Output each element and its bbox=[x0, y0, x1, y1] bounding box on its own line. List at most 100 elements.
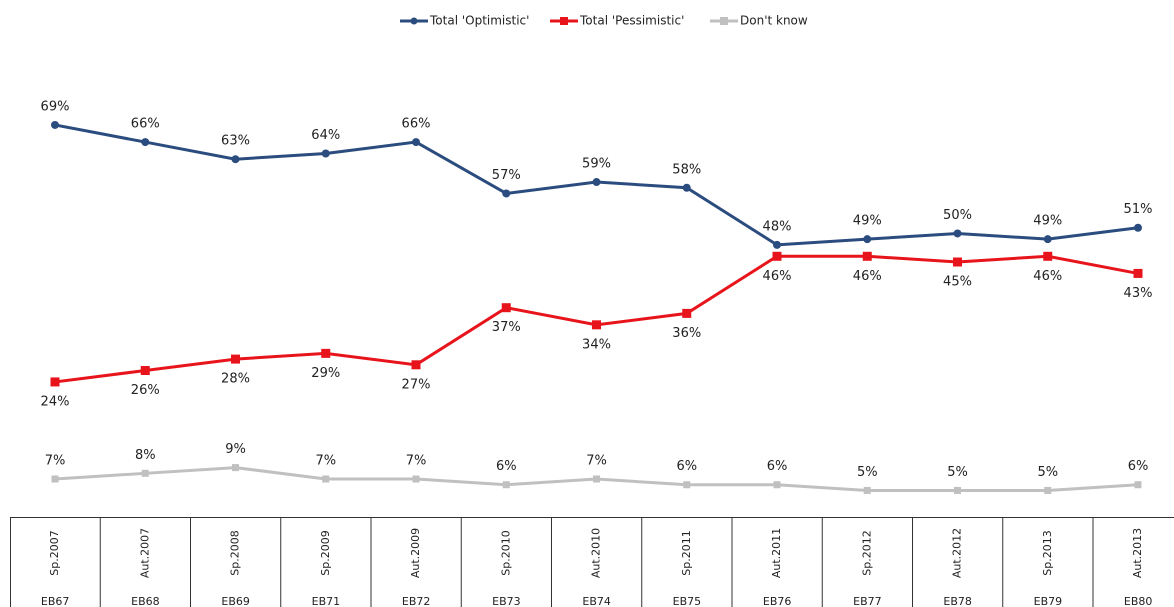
data-label: 46% bbox=[1033, 269, 1062, 284]
data-label: 48% bbox=[763, 219, 792, 234]
point bbox=[592, 178, 601, 187]
point bbox=[502, 189, 511, 198]
data-label: 50% bbox=[943, 208, 972, 223]
x-tick-label: Aut.2011 bbox=[770, 528, 783, 578]
point bbox=[953, 257, 962, 267]
wave-label: EB80 bbox=[1124, 595, 1153, 607]
legend-marker bbox=[560, 17, 568, 25]
data-label: 5% bbox=[947, 465, 968, 480]
wave-label: EB67 bbox=[41, 595, 70, 607]
point bbox=[773, 240, 781, 249]
point bbox=[1043, 251, 1053, 261]
point bbox=[50, 377, 60, 387]
wave-label: EB79 bbox=[1034, 595, 1063, 607]
data-label: 7% bbox=[45, 454, 66, 469]
point bbox=[954, 486, 961, 494]
data-label: 51% bbox=[1124, 202, 1153, 217]
x-tick-label: Aut.2007 bbox=[138, 528, 151, 578]
point bbox=[1044, 486, 1052, 494]
data-label: 6% bbox=[767, 459, 788, 474]
point bbox=[682, 183, 691, 192]
point bbox=[322, 475, 330, 483]
point bbox=[412, 475, 420, 483]
point bbox=[592, 320, 601, 330]
data-label: 6% bbox=[1128, 459, 1149, 474]
point bbox=[682, 308, 692, 318]
point bbox=[1043, 235, 1052, 244]
series-line bbox=[54, 254, 1139, 384]
data-label: 46% bbox=[763, 269, 792, 284]
wave-label: EB72 bbox=[402, 595, 431, 607]
data-label: 9% bbox=[225, 442, 246, 457]
data-label: 7% bbox=[406, 454, 427, 469]
data-label: 59% bbox=[582, 157, 611, 172]
data-label: 24% bbox=[41, 394, 70, 409]
x-tick-label: Sp.2010 bbox=[499, 530, 512, 575]
x-tick-label: Sp.2012 bbox=[860, 530, 873, 575]
data-label: 64% bbox=[311, 128, 340, 143]
data-label: 58% bbox=[672, 162, 701, 177]
data-label: 29% bbox=[311, 366, 340, 381]
data-label: 37% bbox=[492, 320, 521, 335]
wave-label: EB76 bbox=[763, 595, 792, 607]
x-tick-label: Aut.2013 bbox=[1131, 528, 1144, 578]
data-label: 7% bbox=[315, 454, 336, 469]
point bbox=[232, 464, 239, 472]
x-tick-label: Sp.2008 bbox=[229, 530, 242, 575]
data-label: 6% bbox=[496, 459, 517, 474]
point bbox=[772, 251, 782, 261]
wave-label: EB75 bbox=[673, 595, 702, 607]
point bbox=[862, 251, 872, 261]
x-tick-label: Sp.2013 bbox=[1041, 530, 1054, 575]
data-label: 26% bbox=[131, 383, 160, 398]
x-tick-label: Aut.2009 bbox=[409, 528, 422, 578]
category-table bbox=[10, 517, 1174, 607]
wave-label: EB74 bbox=[582, 595, 611, 607]
point bbox=[231, 354, 240, 364]
data-label: 36% bbox=[672, 326, 701, 341]
point bbox=[593, 475, 600, 483]
legend-label: Total 'Optimistic' bbox=[429, 14, 529, 28]
point bbox=[412, 138, 420, 147]
data-label: 66% bbox=[131, 117, 160, 132]
legend-label: Total 'Pessimistic' bbox=[579, 14, 684, 28]
x-tick-label: Aut.2010 bbox=[590, 528, 603, 578]
data-label: 43% bbox=[1124, 286, 1153, 301]
point bbox=[141, 138, 150, 147]
point bbox=[773, 481, 781, 489]
point bbox=[502, 481, 510, 489]
x-tick-label: Sp.2007 bbox=[48, 530, 61, 575]
wave-label: EB78 bbox=[943, 595, 972, 607]
data-label: 49% bbox=[853, 214, 882, 229]
x-tick-label: Aut.2012 bbox=[951, 528, 964, 578]
legend-marker bbox=[410, 17, 418, 25]
wave-label: EB77 bbox=[853, 595, 882, 607]
data-label: 63% bbox=[221, 134, 250, 149]
point bbox=[863, 486, 871, 494]
legend-label: Don't know bbox=[740, 14, 808, 28]
wave-label: EB69 bbox=[221, 595, 250, 607]
data-label: 6% bbox=[676, 459, 697, 474]
wave-label: EB73 bbox=[492, 595, 521, 607]
point bbox=[953, 229, 962, 238]
data-label: 5% bbox=[857, 465, 878, 480]
data-label: 5% bbox=[1037, 465, 1058, 480]
data-label: 27% bbox=[402, 377, 431, 392]
data-label: 49% bbox=[1033, 214, 1062, 229]
data-label: 69% bbox=[41, 99, 70, 114]
point bbox=[141, 469, 149, 477]
x-tick-label: Sp.2009 bbox=[319, 530, 332, 575]
point bbox=[140, 366, 150, 376]
data-label: 7% bbox=[586, 454, 607, 469]
data-label: 34% bbox=[582, 337, 611, 352]
point bbox=[863, 235, 872, 244]
x-tick-label: Sp.2011 bbox=[680, 530, 693, 575]
point bbox=[321, 149, 330, 158]
point bbox=[683, 481, 691, 489]
point bbox=[411, 360, 421, 370]
point bbox=[1134, 481, 1142, 489]
data-label: 45% bbox=[943, 275, 972, 290]
data-label: 8% bbox=[135, 448, 156, 463]
point bbox=[501, 303, 511, 313]
